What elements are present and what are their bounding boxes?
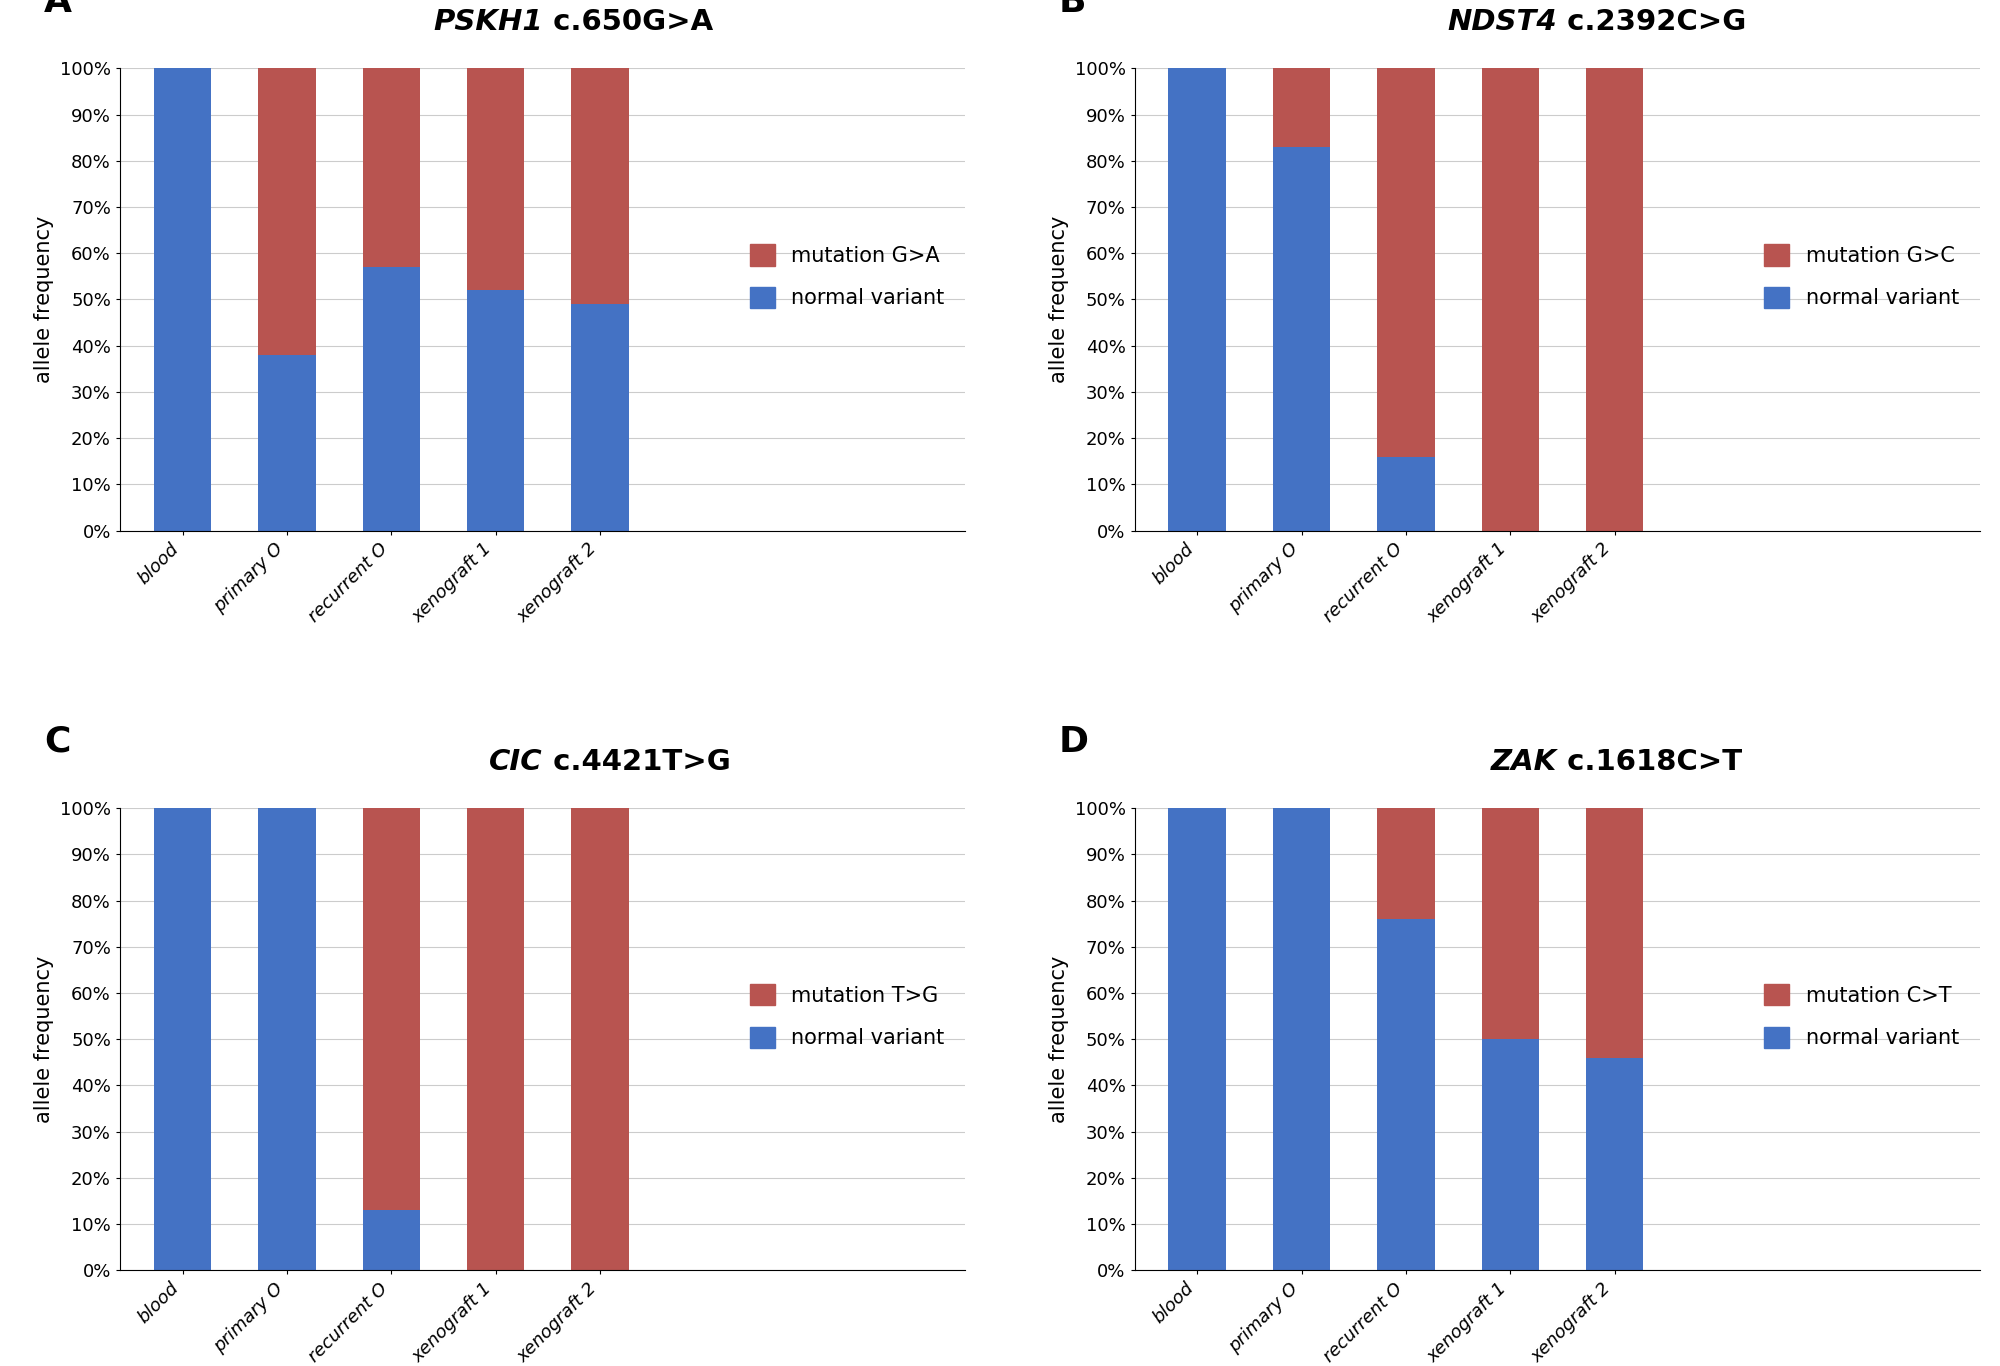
Y-axis label: allele frequency: allele frequency (1048, 216, 1068, 382)
Bar (1272, 68, 1330, 148)
Legend: mutation T>G, normal variant: mutation T>G, normal variant (740, 974, 956, 1059)
Bar (362, 268, 420, 530)
Text: NDST4: NDST4 (1448, 8, 1558, 36)
Bar (572, 305, 628, 530)
Bar (1482, 809, 1540, 1040)
Legend: mutation G>A, normal variant: mutation G>A, normal variant (740, 234, 956, 318)
Bar (1272, 809, 1330, 1270)
Bar (1168, 809, 1226, 1270)
Y-axis label: allele frequency: allele frequency (34, 956, 54, 1123)
Text: ZAK: ZAK (1492, 747, 1558, 776)
Bar (258, 809, 316, 1270)
Bar (468, 809, 524, 1270)
Bar (1482, 68, 1540, 530)
Text: c.2392C>G: c.2392C>G (1558, 8, 1746, 36)
Bar (154, 809, 212, 1270)
Bar (1378, 919, 1434, 1270)
Bar (1378, 68, 1434, 456)
Bar (154, 68, 212, 530)
Text: c.1618C>T: c.1618C>T (1558, 747, 1742, 776)
Bar (468, 290, 524, 530)
Text: CIC: CIC (490, 747, 542, 776)
Bar (1586, 809, 1644, 1057)
Text: C: C (44, 725, 70, 759)
Bar (1586, 1057, 1644, 1270)
Bar (258, 355, 316, 530)
Bar (1482, 1040, 1540, 1270)
Bar (258, 68, 316, 355)
Bar (362, 1210, 420, 1270)
Legend: mutation G>C, normal variant: mutation G>C, normal variant (1754, 234, 1970, 318)
Bar (572, 68, 628, 305)
Y-axis label: allele frequency: allele frequency (1048, 956, 1068, 1123)
Bar (362, 68, 420, 268)
Text: c.4421T>G: c.4421T>G (542, 747, 730, 776)
Bar (1168, 68, 1226, 530)
Text: A: A (44, 0, 72, 19)
Legend: mutation C>T, normal variant: mutation C>T, normal variant (1754, 974, 1970, 1059)
Bar (362, 809, 420, 1210)
Text: PSKH1: PSKH1 (434, 8, 542, 36)
Y-axis label: allele frequency: allele frequency (34, 216, 54, 382)
Bar (468, 68, 524, 290)
Bar (1272, 148, 1330, 530)
Text: B: B (1058, 0, 1086, 19)
Bar (1586, 68, 1644, 530)
Text: D: D (1058, 725, 1088, 759)
Text: c.650G>A: c.650G>A (542, 8, 712, 36)
Bar (572, 809, 628, 1270)
Bar (1378, 456, 1434, 530)
Bar (1378, 809, 1434, 919)
